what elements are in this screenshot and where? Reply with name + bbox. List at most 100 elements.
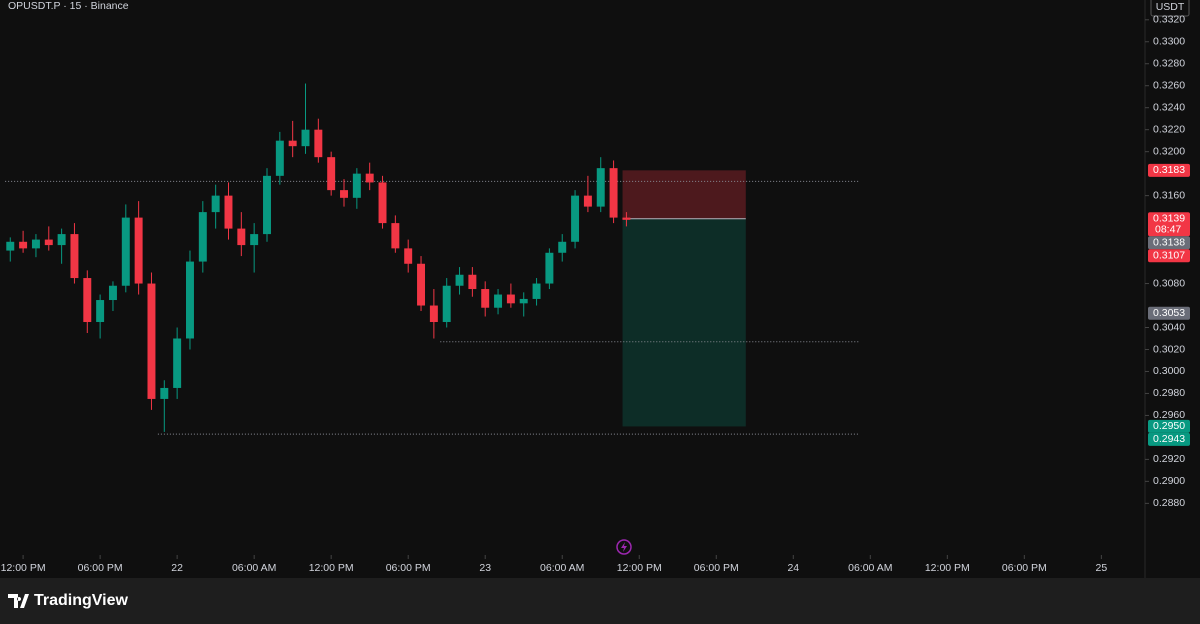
candle-body	[378, 182, 387, 224]
replay-icon[interactable]	[616, 539, 632, 555]
price-label: 0.3139	[1153, 212, 1185, 224]
candle-body	[173, 338, 182, 388]
candle-body	[314, 129, 323, 158]
price-label: 0.3053	[1153, 307, 1185, 319]
candle-body	[121, 217, 130, 286]
price-label-box	[1148, 212, 1190, 237]
currency-box	[1150, 0, 1190, 17]
candle-body	[558, 241, 567, 253]
currency-label: USDT	[1156, 1, 1185, 13]
price-label-box	[1148, 306, 1190, 320]
candle-body	[19, 241, 28, 249]
candle-body	[468, 274, 477, 290]
x-tick-label: 06:00 AM	[232, 562, 276, 574]
price-countdown: 08:47	[1155, 223, 1181, 235]
candle-body	[481, 289, 490, 308]
y-tick-label: 0.3260	[1153, 80, 1185, 92]
y-tick-label: 0.2880	[1153, 497, 1185, 509]
price-label-box	[1148, 419, 1190, 433]
y-tick-label: 0.3220	[1153, 123, 1185, 135]
candle-body	[83, 278, 92, 323]
candle-body	[532, 283, 541, 299]
candle-body	[340, 190, 348, 198]
candle-body	[391, 223, 400, 249]
y-tick-label: 0.3080	[1153, 277, 1185, 289]
replay-icon-bolt[interactable]	[621, 542, 627, 552]
candle-body	[417, 263, 426, 306]
candle-body	[327, 157, 336, 191]
y-tick-label: 0.3020	[1153, 343, 1185, 355]
candle-body	[288, 140, 297, 147]
x-tick-label: 12:00 PM	[925, 562, 970, 574]
candle-body	[250, 234, 259, 246]
price-label: 0.2950	[1153, 420, 1185, 432]
x-tick-label: 12:00 PM	[309, 562, 354, 574]
candle-body	[519, 298, 528, 304]
candle-body	[609, 168, 618, 218]
x-tick-label: 06:00 PM	[78, 562, 123, 574]
price-label-box	[1148, 236, 1190, 250]
x-tick-label: 06:00 PM	[694, 562, 739, 574]
candle-body	[224, 195, 233, 229]
x-tick-label: 06:00 AM	[848, 562, 892, 574]
candle-body	[352, 173, 361, 198]
y-tick-label: 0.3300	[1153, 36, 1185, 48]
candle-body	[442, 285, 451, 323]
candle-body	[57, 234, 66, 246]
price-label: 0.3107	[1153, 249, 1185, 261]
price-label-box	[1148, 432, 1190, 446]
candle-body	[545, 252, 554, 284]
candle-body	[275, 140, 284, 176]
footer-bar	[0, 578, 1200, 624]
brand-logo	[8, 594, 29, 608]
x-tick-label: 24	[787, 562, 799, 574]
candle-body	[134, 217, 143, 284]
candle-body	[622, 217, 631, 220]
y-tick-label: 0.2920	[1153, 453, 1185, 465]
chart-background	[0, 0, 1200, 578]
x-tick-label: 25	[1096, 562, 1108, 574]
symbol-title: OPUSDT.P · 15 · Binance	[8, 0, 129, 12]
price-label-box	[1148, 163, 1190, 177]
x-tick-label: 06:00 PM	[386, 562, 431, 574]
brand-name: TradingView	[34, 592, 129, 609]
candle-body	[160, 387, 169, 399]
y-tick-label: 0.2980	[1153, 387, 1185, 399]
replay-icon-circle[interactable]	[616, 539, 632, 555]
candle-body	[31, 239, 40, 249]
candle-body	[404, 248, 413, 264]
candle-body	[211, 195, 220, 213]
candle-body	[571, 195, 580, 242]
x-tick-label: 23	[479, 562, 491, 574]
price-label: 0.3183	[1153, 164, 1185, 176]
y-tick-label: 0.3160	[1153, 189, 1185, 201]
y-tick-label: 0.3040	[1153, 321, 1185, 333]
x-tick-label: 06:00 AM	[540, 562, 584, 574]
candle-body	[494, 294, 503, 308]
brand-logo-mark	[8, 594, 29, 608]
candle-body	[6, 241, 15, 251]
price-label: 0.3138	[1153, 236, 1185, 248]
price-label-box	[1148, 249, 1190, 263]
target-zone	[622, 218, 746, 427]
candle-body	[185, 261, 194, 339]
y-tick-label: 0.3320	[1153, 14, 1185, 26]
candle-body	[583, 195, 592, 207]
y-tick-label: 0.3000	[1153, 365, 1185, 377]
candle-body	[365, 173, 374, 183]
candle-body	[455, 274, 464, 286]
candle-body	[237, 228, 246, 246]
candle-body	[301, 129, 310, 147]
candle-body	[506, 294, 515, 304]
candle-body	[429, 305, 438, 323]
candle-body	[198, 212, 207, 262]
candle-body	[70, 234, 79, 279]
y-tick-label: 0.3280	[1153, 58, 1185, 70]
y-tick-label: 0.3200	[1153, 145, 1185, 157]
candle-body	[108, 285, 117, 301]
candle-body	[147, 283, 156, 399]
stop-zone	[622, 170, 746, 219]
x-tick-label: 12:00 PM	[1, 562, 46, 574]
x-tick-label: 06:00 PM	[1002, 562, 1047, 574]
